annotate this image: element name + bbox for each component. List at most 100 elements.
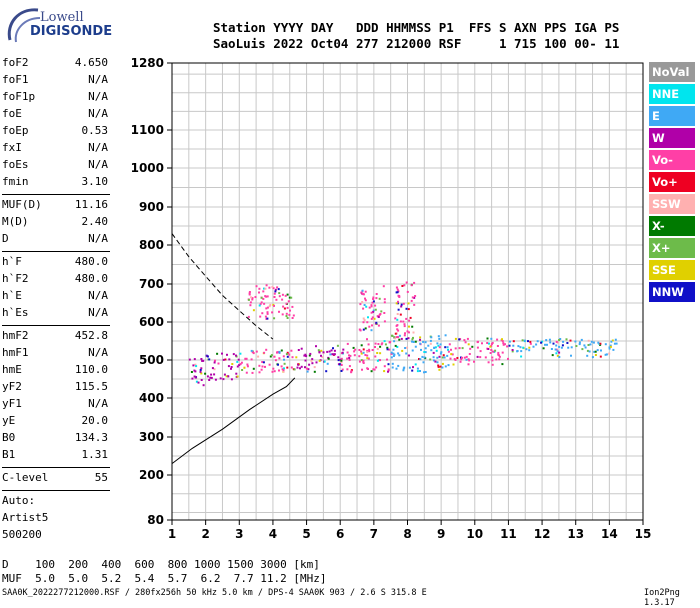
echo-point <box>400 305 403 308</box>
echo-point <box>305 355 308 358</box>
echo-point <box>412 336 414 339</box>
echo-point <box>578 341 581 344</box>
echo-point <box>259 315 262 318</box>
auto-scaling-text: Auto: <box>2 494 36 507</box>
param-name: foF1 <box>2 73 29 86</box>
echo-point <box>424 341 427 344</box>
param-separator <box>2 194 110 195</box>
echo-point <box>555 340 558 343</box>
echo-point <box>224 358 227 361</box>
echo-point <box>366 351 369 354</box>
param-value: N/A <box>88 107 108 120</box>
y-tick-label: 80 <box>147 513 164 527</box>
echo-point <box>283 367 285 370</box>
y-tick-label: 300 <box>139 430 164 444</box>
echo-point <box>489 345 492 348</box>
logo-digisonde-text: DIGISONDE <box>30 24 113 39</box>
echo-point <box>609 344 612 347</box>
echo-point <box>364 299 367 302</box>
echo-point <box>396 313 399 315</box>
param-value: N/A <box>88 141 108 154</box>
echo-point <box>258 304 261 307</box>
echo-point <box>552 342 555 345</box>
echo-point <box>200 372 203 375</box>
echo-point <box>213 361 216 364</box>
echo-point <box>274 288 277 291</box>
echo-point <box>439 365 442 368</box>
echo-point <box>536 340 539 343</box>
echo-point <box>290 366 293 369</box>
echo-point <box>331 353 334 356</box>
echo-point <box>358 360 361 363</box>
param-row: M(D) 2.40 <box>2 215 110 232</box>
echo-point <box>258 287 261 290</box>
echo-point <box>473 360 475 363</box>
echo-point <box>561 344 564 347</box>
echo-point <box>491 356 494 359</box>
echo-point <box>194 376 197 379</box>
param-name: yE <box>2 414 16 427</box>
echo-point <box>286 366 289 369</box>
echo-point <box>230 366 233 368</box>
echo-point <box>285 315 288 317</box>
echo-point <box>432 359 435 362</box>
echo-point <box>407 337 410 340</box>
echo-point <box>546 343 548 346</box>
echo-point <box>384 343 387 346</box>
echo-point <box>411 296 414 299</box>
echo-point <box>434 346 437 349</box>
param-row: yF1 N/A <box>2 397 110 414</box>
echo-point <box>230 367 232 370</box>
echo-point <box>370 370 373 373</box>
echo-point <box>529 340 532 343</box>
legend-item: SSW <box>649 194 695 214</box>
echo-point <box>468 353 471 355</box>
echo-point <box>490 349 493 351</box>
echo-point <box>416 367 419 370</box>
echo-point <box>368 350 371 353</box>
echo-point <box>370 305 373 308</box>
param-row: hmF1 N/A <box>2 346 110 363</box>
echo-point <box>398 338 401 341</box>
echo-point <box>362 348 365 351</box>
echo-point <box>424 347 427 350</box>
echo-point <box>556 341 559 344</box>
echo-point <box>408 354 410 357</box>
echo-point <box>295 356 298 359</box>
echo-point <box>259 303 262 306</box>
echo-point <box>403 323 406 326</box>
legend-item: NNW <box>649 282 695 302</box>
echo-point <box>265 284 268 287</box>
echo-point <box>337 356 340 359</box>
echo-point <box>375 297 378 300</box>
polarization-legend: NoVal NNE E W Vo- Vo+ SSW X- X+ SSE NNW <box>649 62 695 304</box>
echo-point <box>195 380 198 383</box>
echo-point <box>599 355 602 358</box>
echo-point <box>371 301 374 304</box>
echo-point <box>467 358 470 361</box>
echo-point <box>459 360 462 363</box>
echo-point <box>260 301 263 304</box>
echo-point <box>404 347 407 349</box>
echo-point <box>399 320 402 323</box>
echo-point <box>517 345 520 348</box>
echo-point <box>341 368 344 371</box>
echo-point <box>262 290 265 293</box>
echo-point <box>281 313 284 316</box>
echo-point <box>246 365 249 368</box>
echo-point <box>438 355 441 358</box>
y-tick-label: 900 <box>139 200 164 214</box>
param-value: N/A <box>88 90 108 103</box>
echo-point <box>608 352 611 355</box>
echo-point <box>271 311 274 314</box>
echo-point <box>282 370 285 373</box>
echo-point <box>556 354 559 357</box>
echo-point <box>398 354 401 357</box>
echo-point <box>570 354 572 357</box>
echo-point <box>493 350 496 353</box>
echo-point <box>391 366 394 369</box>
echo-point <box>308 363 311 366</box>
echo-point <box>558 356 561 358</box>
echo-point <box>204 372 207 375</box>
echo-point <box>226 353 228 356</box>
